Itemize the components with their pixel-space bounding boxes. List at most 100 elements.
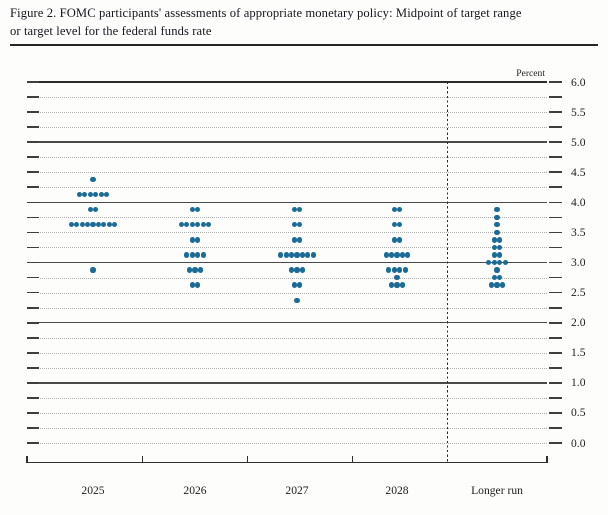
right-tick bbox=[549, 366, 562, 369]
gridline-solid bbox=[27, 141, 547, 143]
left-tick bbox=[27, 186, 39, 189]
projection-dot bbox=[93, 192, 99, 198]
projection-dot bbox=[391, 222, 397, 228]
projection-dot bbox=[491, 274, 497, 281]
projection-dot bbox=[294, 297, 300, 303]
left-tick bbox=[27, 201, 39, 204]
projection-dot bbox=[195, 207, 201, 213]
projection-dot bbox=[184, 222, 190, 228]
right-tick bbox=[549, 382, 562, 384]
left-tick bbox=[27, 336, 39, 339]
projection-dot bbox=[299, 252, 306, 258]
x-axis-tick bbox=[141, 456, 144, 463]
left-tick bbox=[27, 412, 39, 414]
right-tick bbox=[549, 111, 562, 113]
projection-dot bbox=[491, 252, 497, 258]
projection-dot bbox=[288, 252, 295, 258]
projection-dot bbox=[291, 282, 297, 288]
projection-dot bbox=[494, 207, 500, 213]
projection-dot bbox=[278, 252, 284, 258]
projection-dot bbox=[310, 252, 316, 258]
figure-title-line2: or target level for the federal funds ra… bbox=[10, 23, 212, 38]
projection-dot bbox=[294, 267, 300, 273]
left-tick bbox=[27, 291, 39, 294]
x-axis-category-label: 2028 bbox=[385, 484, 409, 497]
projection-dot bbox=[297, 207, 303, 213]
y-axis-label: 3.0 bbox=[571, 256, 586, 269]
gridline-top-frame bbox=[27, 80, 547, 84]
projection-dot bbox=[106, 222, 112, 228]
projection-dot bbox=[178, 222, 184, 228]
projection-dot bbox=[388, 252, 395, 258]
projection-dot bbox=[197, 267, 204, 273]
projection-dot bbox=[388, 282, 395, 288]
y-axis-label: 2.0 bbox=[571, 316, 586, 330]
projection-dot bbox=[383, 252, 389, 258]
y-axis-label: 5.0 bbox=[571, 135, 586, 149]
right-tick bbox=[549, 321, 562, 324]
gridline-solid bbox=[27, 261, 547, 264]
gridline-dotted bbox=[40, 112, 547, 114]
left-tick bbox=[27, 366, 39, 369]
right-tick bbox=[549, 81, 562, 83]
right-tick bbox=[549, 141, 562, 144]
right-tick bbox=[549, 201, 562, 204]
projection-dot bbox=[394, 282, 400, 288]
projection-dot bbox=[74, 222, 80, 228]
y-axis-label: 0.5 bbox=[571, 406, 586, 420]
gridline-dotted bbox=[40, 157, 547, 159]
y-axis-label: 6.0 bbox=[571, 75, 586, 89]
y-axis-label: 1.0 bbox=[571, 376, 586, 390]
y-axis-label: 5.5 bbox=[571, 105, 586, 119]
gridline-dotted bbox=[40, 97, 547, 99]
gridline-dotted bbox=[40, 352, 547, 354]
longer-run-separator bbox=[447, 82, 449, 463]
projection-dot bbox=[394, 252, 400, 258]
left-tick bbox=[27, 171, 39, 174]
left-tick bbox=[27, 126, 39, 128]
left-tick bbox=[27, 246, 39, 249]
x-axis-tick bbox=[26, 456, 28, 463]
gridline-dotted bbox=[40, 172, 547, 174]
projection-dot bbox=[195, 282, 201, 288]
x-axis-tick bbox=[246, 456, 249, 463]
y-axis-label: 1.5 bbox=[571, 346, 586, 360]
projection-dot bbox=[189, 237, 195, 243]
projection-dot bbox=[76, 192, 82, 198]
x-axis-category-label: 2025 bbox=[81, 484, 105, 497]
gridline-dotted bbox=[40, 307, 547, 309]
projection-dot bbox=[288, 267, 295, 273]
projection-dot bbox=[186, 267, 193, 273]
projection-dot bbox=[494, 214, 500, 220]
right-tick bbox=[549, 96, 562, 98]
projection-dot bbox=[497, 259, 503, 266]
projection-dot bbox=[399, 282, 406, 288]
projection-dot bbox=[87, 207, 93, 213]
projection-dot bbox=[195, 222, 201, 228]
right-tick bbox=[549, 442, 562, 444]
projection-dot bbox=[499, 282, 506, 288]
gridline-dotted bbox=[40, 397, 547, 399]
projection-dot bbox=[82, 192, 88, 198]
right-tick bbox=[549, 156, 562, 159]
projection-dot bbox=[291, 222, 297, 228]
projection-dot bbox=[291, 237, 297, 243]
projection-dot bbox=[391, 267, 397, 273]
projection-dot bbox=[497, 244, 503, 251]
gridline-solid bbox=[27, 201, 547, 204]
projection-dot bbox=[497, 252, 503, 258]
projection-dot bbox=[291, 207, 297, 213]
projection-dot bbox=[491, 259, 497, 266]
projection-dot bbox=[189, 282, 195, 288]
projection-dot bbox=[305, 252, 311, 258]
projection-dot bbox=[189, 207, 195, 213]
gridline-dotted bbox=[40, 443, 547, 444]
y-axis-label: 3.5 bbox=[571, 225, 586, 239]
projection-dot bbox=[184, 252, 190, 258]
gridline-solid bbox=[27, 382, 547, 384]
projection-dot bbox=[297, 237, 303, 243]
projection-dot bbox=[206, 222, 212, 228]
gridline-dotted bbox=[40, 337, 547, 339]
gridline-dotted bbox=[40, 427, 547, 429]
